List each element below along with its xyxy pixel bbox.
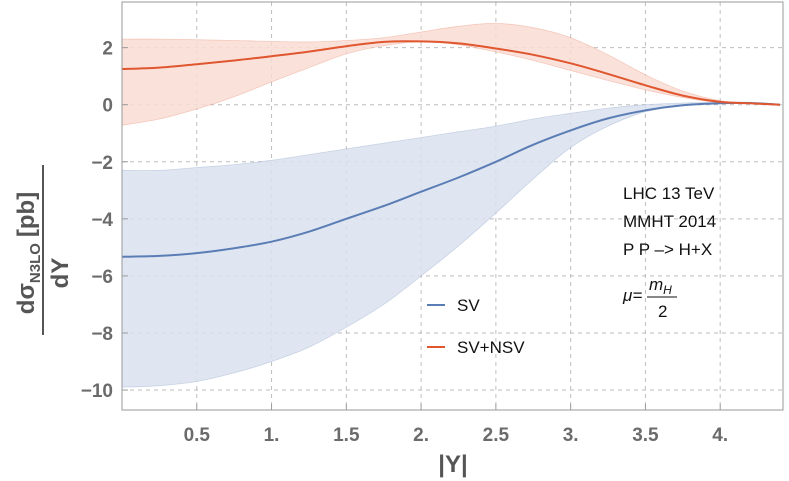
annotation-scale-numerator: mH — [649, 275, 672, 297]
y-tick-label: −4 — [91, 210, 113, 231]
legend-label-sv-nsv: SV+NSV — [457, 338, 525, 357]
y-tick-label: −6 — [91, 267, 113, 288]
line-sv — [121, 101, 781, 258]
y-axis-title: dσN3LO [pb] dY — [13, 165, 74, 335]
annotation-scale-denominator: 2 — [658, 302, 667, 321]
y-axis-sigma: σ — [13, 283, 40, 299]
x-tick-label: 2. — [413, 425, 429, 446]
annotation-block: LHC 13 TeV MMHT 2014 P P –> H+X μ= mH 2 — [622, 184, 716, 321]
x-tick-label: 2.5 — [483, 425, 510, 446]
y-tick-label: 2 — [102, 39, 113, 60]
annotation-scale-prefix: μ= — [622, 286, 642, 305]
y-axis-subscript: N3LO — [27, 243, 44, 283]
y-tick-label: −10 — [81, 381, 113, 402]
y-axis-denominator: dY — [47, 258, 74, 289]
x-axis-title: |Y| — [438, 451, 467, 478]
y-axis-numerator: dσN3LO [pb] — [13, 192, 44, 314]
y-tick-label: 0 — [102, 96, 113, 117]
annotation-process: P P –> H+X — [623, 240, 712, 259]
x-tick-label: 3. — [563, 425, 579, 446]
annotation-collider: LHC 13 TeV — [623, 184, 715, 203]
band-sv-nsv — [121, 22, 781, 126]
y-tick-label: −2 — [91, 153, 113, 174]
x-tick-label: 4. — [712, 425, 728, 446]
plot-frame — [121, 1, 784, 411]
axis-ticks: 0.5 1. 1.5 2. 2.5 3. 3.5 4. 2 0 −2 −4 −6 −8 −10 — [81, 39, 728, 446]
x-tick-label: 0.5 — [184, 425, 211, 446]
legend: SV SV+NSV — [427, 296, 525, 357]
y-tick-label: −8 — [91, 324, 113, 345]
y-axis-unit: [pb] — [13, 192, 40, 237]
annotation-scale-m: m — [649, 275, 663, 294]
legend-label-sv: SV — [457, 296, 480, 315]
x-tick-label: 1. — [264, 425, 280, 446]
line-sv-nsv — [121, 40, 781, 106]
y-axis-d: d — [13, 300, 40, 315]
x-tick-label: 3.5 — [632, 425, 659, 446]
series-lines — [121, 40, 781, 258]
annotation-scale-sub: H — [663, 283, 672, 297]
annotation-pdf: MMHT 2014 — [623, 212, 716, 231]
x-tick-label: 1.5 — [333, 425, 360, 446]
